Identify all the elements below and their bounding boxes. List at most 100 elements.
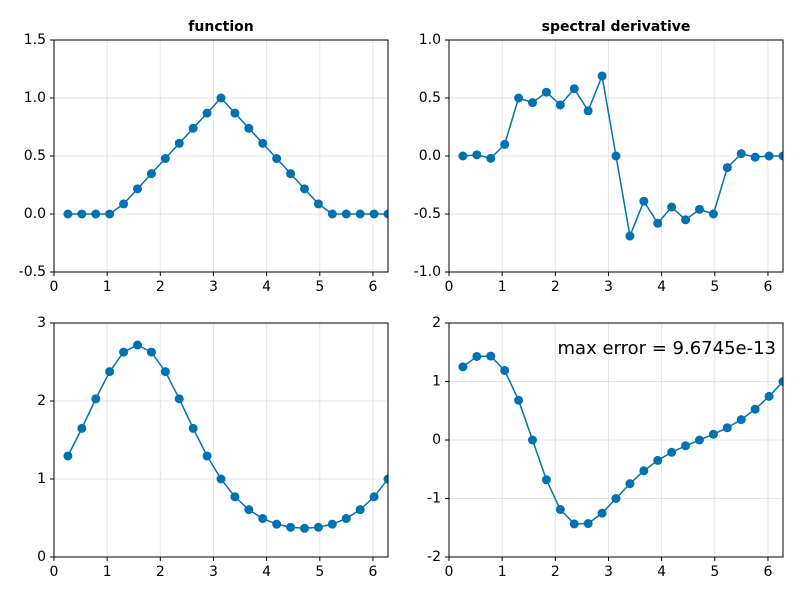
point xyxy=(486,351,496,361)
point xyxy=(300,184,309,194)
point xyxy=(750,404,760,414)
point xyxy=(244,123,254,133)
x-tick-label: 0 xyxy=(445,279,454,295)
y-tick-label: 2 xyxy=(432,315,441,331)
point xyxy=(667,202,677,212)
point xyxy=(708,209,718,219)
point xyxy=(105,367,115,377)
panel: 0 1 2 3 4 5 6 -1.0 -0.5 0.0 0.5 1.0 spectral derivat… xyxy=(414,19,784,295)
y-tick-label: 1.0 xyxy=(419,32,441,48)
point xyxy=(383,209,388,219)
x-tick-label: 3 xyxy=(604,564,613,580)
y-tick-label: -1.0 xyxy=(414,264,441,280)
point xyxy=(625,479,635,489)
plot-area xyxy=(458,71,783,241)
y-tick-label: 1.5 xyxy=(24,32,46,48)
point xyxy=(216,474,226,484)
point xyxy=(722,163,732,173)
point xyxy=(583,519,593,529)
point xyxy=(91,394,101,404)
point xyxy=(272,519,282,529)
axis-frame xyxy=(448,39,784,273)
chart-title: spectral derivative xyxy=(542,19,691,35)
axis-frame xyxy=(53,322,389,558)
panel: 0 1 2 3 4 5 6 -0.5 0.0 0.5 1.0 1.5 function xyxy=(19,19,389,295)
point xyxy=(667,447,677,457)
x-tick-label: 2 xyxy=(551,279,560,295)
x-tick-label: 4 xyxy=(262,279,271,295)
point xyxy=(327,209,337,219)
point xyxy=(341,514,351,524)
y-tick-label: -2 xyxy=(427,549,441,565)
plot-area xyxy=(63,93,388,219)
point xyxy=(514,395,524,405)
x-tick-label: 3 xyxy=(209,564,218,580)
x-tick-label: 5 xyxy=(315,564,324,580)
point xyxy=(230,492,240,502)
point xyxy=(188,423,198,433)
point xyxy=(625,231,635,241)
point xyxy=(160,154,170,164)
point xyxy=(541,87,551,97)
point xyxy=(695,435,704,445)
point xyxy=(327,519,337,529)
point xyxy=(119,199,129,209)
point xyxy=(695,204,704,214)
point xyxy=(313,522,323,532)
y-tick-label: -0.5 xyxy=(414,206,441,222)
x-tick-label: 6 xyxy=(763,279,772,295)
y-tick-label: 0 xyxy=(37,549,46,565)
panel: 0 1 2 3 4 5 6 0 1 2 3 xyxy=(37,315,389,580)
point xyxy=(202,451,212,461)
point xyxy=(681,215,691,225)
x-tick-label: 4 xyxy=(262,564,271,580)
point xyxy=(216,93,226,103)
point xyxy=(355,505,365,515)
point xyxy=(369,492,379,502)
point xyxy=(160,367,170,377)
y-tick-label: -0.5 xyxy=(19,264,46,280)
y-tick-label: 1 xyxy=(37,471,46,487)
point xyxy=(369,209,379,219)
point xyxy=(500,139,510,149)
point xyxy=(528,98,537,108)
point xyxy=(63,451,73,461)
x-tick-label: 2 xyxy=(551,564,560,580)
x-tick-label: 1 xyxy=(103,279,112,295)
point xyxy=(736,415,746,425)
point xyxy=(653,218,663,228)
point xyxy=(681,441,691,451)
point xyxy=(300,523,309,533)
x-tick-label: 0 xyxy=(445,564,454,580)
point xyxy=(174,138,184,148)
point xyxy=(133,184,142,194)
y-tick-label: 1 xyxy=(432,374,441,390)
x-tick-label: 1 xyxy=(498,564,507,580)
point xyxy=(63,209,73,219)
x-tick-label: 2 xyxy=(156,279,165,295)
point xyxy=(77,423,87,433)
point xyxy=(230,108,240,118)
point xyxy=(597,71,607,81)
point xyxy=(472,150,482,160)
point xyxy=(272,154,282,164)
point xyxy=(750,152,760,162)
point xyxy=(355,209,365,219)
point xyxy=(555,505,565,515)
point xyxy=(472,351,482,361)
x-tick-label: 3 xyxy=(209,279,218,295)
series-line xyxy=(67,344,388,530)
x-tick-label: 6 xyxy=(368,564,377,580)
plot-area xyxy=(458,351,783,529)
y-tick-label: 0 xyxy=(432,432,441,448)
annotation: max error = 9.6745e-13 xyxy=(558,338,777,359)
point xyxy=(778,151,783,161)
x-tick-label: 3 xyxy=(604,279,613,295)
point xyxy=(119,347,129,357)
x-tick-label: 5 xyxy=(315,279,324,295)
y-tick-label: 0.5 xyxy=(24,148,46,164)
point xyxy=(708,429,718,439)
point xyxy=(569,84,579,94)
plot-area xyxy=(63,340,388,533)
x-tick-label: 5 xyxy=(710,564,719,580)
